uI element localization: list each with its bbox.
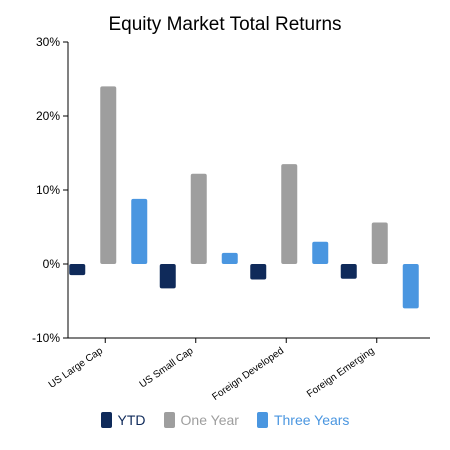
bar-one-year [371, 222, 388, 264]
bar-three-years [312, 241, 329, 264]
y-tick-label: 0% [43, 257, 61, 271]
bar-ytd [69, 264, 86, 276]
x-category-label: US Large Cap [47, 345, 106, 391]
legend-label-three-years: Three Years [273, 412, 350, 428]
y-tick-label: -10% [32, 331, 60, 345]
chart-title: Equity Market Total Returns [108, 14, 342, 35]
bar-ytd [250, 264, 267, 280]
bar-one-year [100, 86, 117, 265]
legend-label-one-year: One Year [180, 412, 239, 428]
legend: YTD One Year Three Years [0, 412, 450, 428]
legend-swatch-ytd [100, 412, 112, 428]
legend-item-three-years: Three Years [256, 412, 350, 428]
y-tick-label: 20% [36, 109, 60, 123]
bar-one-year [281, 164, 298, 264]
legend-label-ytd: YTD [117, 412, 146, 428]
legend-item-ytd: YTD [100, 412, 146, 428]
bar-three-years [131, 198, 148, 264]
legend-swatch-one-year [163, 412, 175, 428]
bar-ytd [340, 264, 357, 279]
legend-item-one-year: One Year [163, 412, 239, 428]
x-category-label: Foreign Developed [210, 345, 286, 402]
bar-three-years [402, 264, 419, 309]
x-category-label: US Small Cap [138, 345, 196, 390]
bar-ytd [159, 264, 176, 289]
legend-swatch-three-years [256, 412, 268, 428]
bar-one-year [190, 173, 207, 264]
y-tick-label: 10% [36, 183, 60, 197]
y-tick-label: 30% [36, 35, 60, 49]
bar-three-years [221, 252, 238, 264]
x-category-label: Foreign Emerging [305, 345, 376, 400]
